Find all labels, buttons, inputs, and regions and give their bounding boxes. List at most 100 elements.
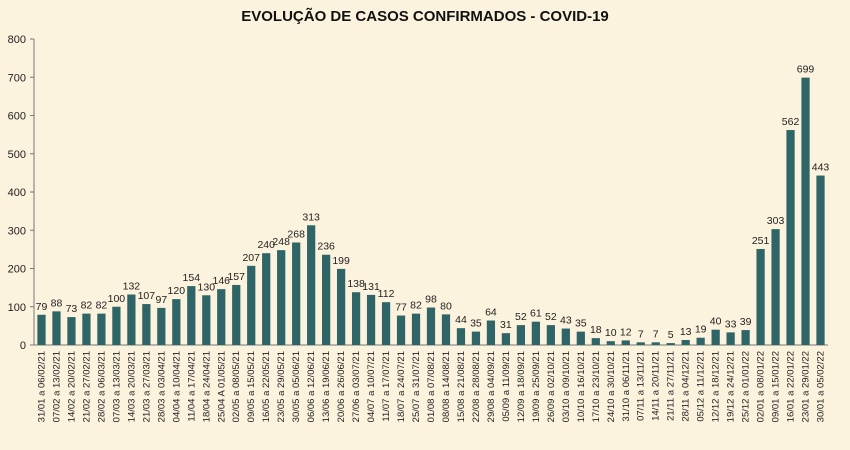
x-tick-label: 16/05 a 22/05/21 <box>261 351 272 422</box>
data-label: 61 <box>530 308 542 320</box>
x-tick-label: 21/11 a 27/11/21 <box>666 351 677 421</box>
x-tick-label: 28/03 a 03/04/21 <box>156 351 167 422</box>
x-tick-label: 31/01 a 06/02/21 <box>36 351 47 422</box>
bar <box>606 341 615 345</box>
x-tick-label: 02/01 a 08/01/22 <box>756 351 767 422</box>
x-tick-label: 30/05 a 05/06/21 <box>291 351 302 422</box>
x-tick-label: 25/07 a 31/07/21 <box>411 351 422 422</box>
bar <box>172 299 181 345</box>
data-label: 5 <box>668 329 674 341</box>
x-tick-label: 07/03 a 13/03/21 <box>111 351 122 422</box>
x-tick-label: 05/09 a 11/09/21 <box>501 351 512 422</box>
bar <box>666 343 675 345</box>
x-tick-label: 27/06 a 03/07/21 <box>351 351 362 422</box>
bar <box>127 294 136 345</box>
data-label: 268 <box>287 228 305 240</box>
x-tick-label: 07/02 a 13/02/21 <box>51 351 62 422</box>
data-label: 107 <box>138 290 156 302</box>
bar <box>396 315 406 345</box>
bar <box>681 340 690 345</box>
data-label: 146 <box>212 275 230 287</box>
y-tick-label: 400 <box>8 187 26 199</box>
x-tick-label: 29/08 a 04/09/21 <box>486 351 497 422</box>
x-tick-label: 19/12 a 24/12/21 <box>726 351 737 422</box>
bar <box>771 229 780 345</box>
data-label: 303 <box>767 215 785 227</box>
bar <box>336 268 346 345</box>
x-tick-label: 03/10 a 09/10/21 <box>561 351 572 422</box>
bar <box>516 325 526 345</box>
y-tick-label: 100 <box>8 302 26 314</box>
x-tick-label: 25/12 a 01/01/22 <box>741 351 752 422</box>
bar <box>576 331 585 345</box>
bar <box>112 306 121 345</box>
x-tick-label: 24/10 a 30/10/21 <box>606 351 617 422</box>
bar <box>741 330 750 345</box>
data-label: 82 <box>96 300 108 312</box>
x-tick-label: 04/04 a 10/04/21 <box>171 351 182 422</box>
data-label: 82 <box>410 300 422 312</box>
data-label: 18 <box>590 324 602 336</box>
data-label: 82 <box>81 300 93 312</box>
data-label: 33 <box>725 318 737 330</box>
x-tick-label: 10/10 a 16/10/21 <box>576 351 587 422</box>
data-label: 199 <box>332 255 350 267</box>
bar <box>426 307 436 345</box>
x-tick-label: 16/01 a 22/01/22 <box>786 351 797 422</box>
data-label: 10 <box>605 327 617 339</box>
bar <box>262 253 271 345</box>
data-label: 77 <box>395 302 407 314</box>
chart-title: EVOLUÇÃO DE CASOS CONFIRMADOS - COVID-19 <box>241 8 609 25</box>
x-tick-label: 18/04 a 24/04/21 <box>201 351 212 422</box>
bar <box>52 311 61 345</box>
bar <box>621 340 630 345</box>
bar <box>381 302 391 345</box>
x-tick-label: 13/06 a 19/06/21 <box>321 351 332 422</box>
data-label: 13 <box>680 326 692 338</box>
bar <box>591 338 600 345</box>
data-label: 562 <box>782 116 800 128</box>
bar <box>322 254 331 345</box>
bar <box>756 248 765 345</box>
bar <box>486 320 496 345</box>
data-label: 40 <box>710 316 722 328</box>
data-label: 52 <box>515 311 527 323</box>
bar <box>232 284 241 345</box>
data-label: 443 <box>812 162 830 174</box>
x-tick-label: 21/03 a 27/03/21 <box>141 351 152 422</box>
data-label: 35 <box>470 318 482 330</box>
bar <box>67 317 76 345</box>
x-tick-label: 07/11 a 13/11/21 <box>636 351 647 421</box>
data-label: 12 <box>620 326 632 338</box>
data-label: 44 <box>455 314 467 326</box>
x-tick-label: 28/02 a 06/03/21 <box>96 351 107 422</box>
bar <box>456 328 466 345</box>
x-tick-label: 14/11 a 20/11/21 <box>651 351 662 421</box>
bar <box>292 242 301 345</box>
bar <box>726 332 735 345</box>
x-tick-label: 25/04 A 01/05/21 <box>216 351 227 422</box>
x-tick-label: 22/08 a 28/08/21 <box>471 351 482 422</box>
data-label: 132 <box>123 281 141 293</box>
bar <box>307 225 316 345</box>
y-tick-label: 0 <box>20 340 26 352</box>
data-label: 19 <box>695 324 707 336</box>
bar <box>217 289 226 345</box>
data-label: 88 <box>51 297 63 309</box>
bar <box>651 342 660 345</box>
x-tick-label: 30/01 a 05/02/22 <box>816 351 827 422</box>
x-tick-label: 18/07 a 24/07/21 <box>396 351 407 422</box>
x-tick-label: 12/09 a 18/09/21 <box>516 351 527 422</box>
bar <box>501 333 511 345</box>
bar <box>441 314 451 345</box>
bar <box>157 307 166 345</box>
x-tick-label: 09/05 a 15/05/21 <box>246 351 257 422</box>
data-label: 248 <box>272 236 290 248</box>
data-label: 31 <box>500 319 512 331</box>
x-tick-label: 19/09 a 25/09/21 <box>531 351 542 422</box>
x-tick-label: 12/12 a 18/12/21 <box>711 351 722 422</box>
bar <box>816 175 825 345</box>
bar <box>471 331 481 345</box>
bar <box>277 250 286 345</box>
